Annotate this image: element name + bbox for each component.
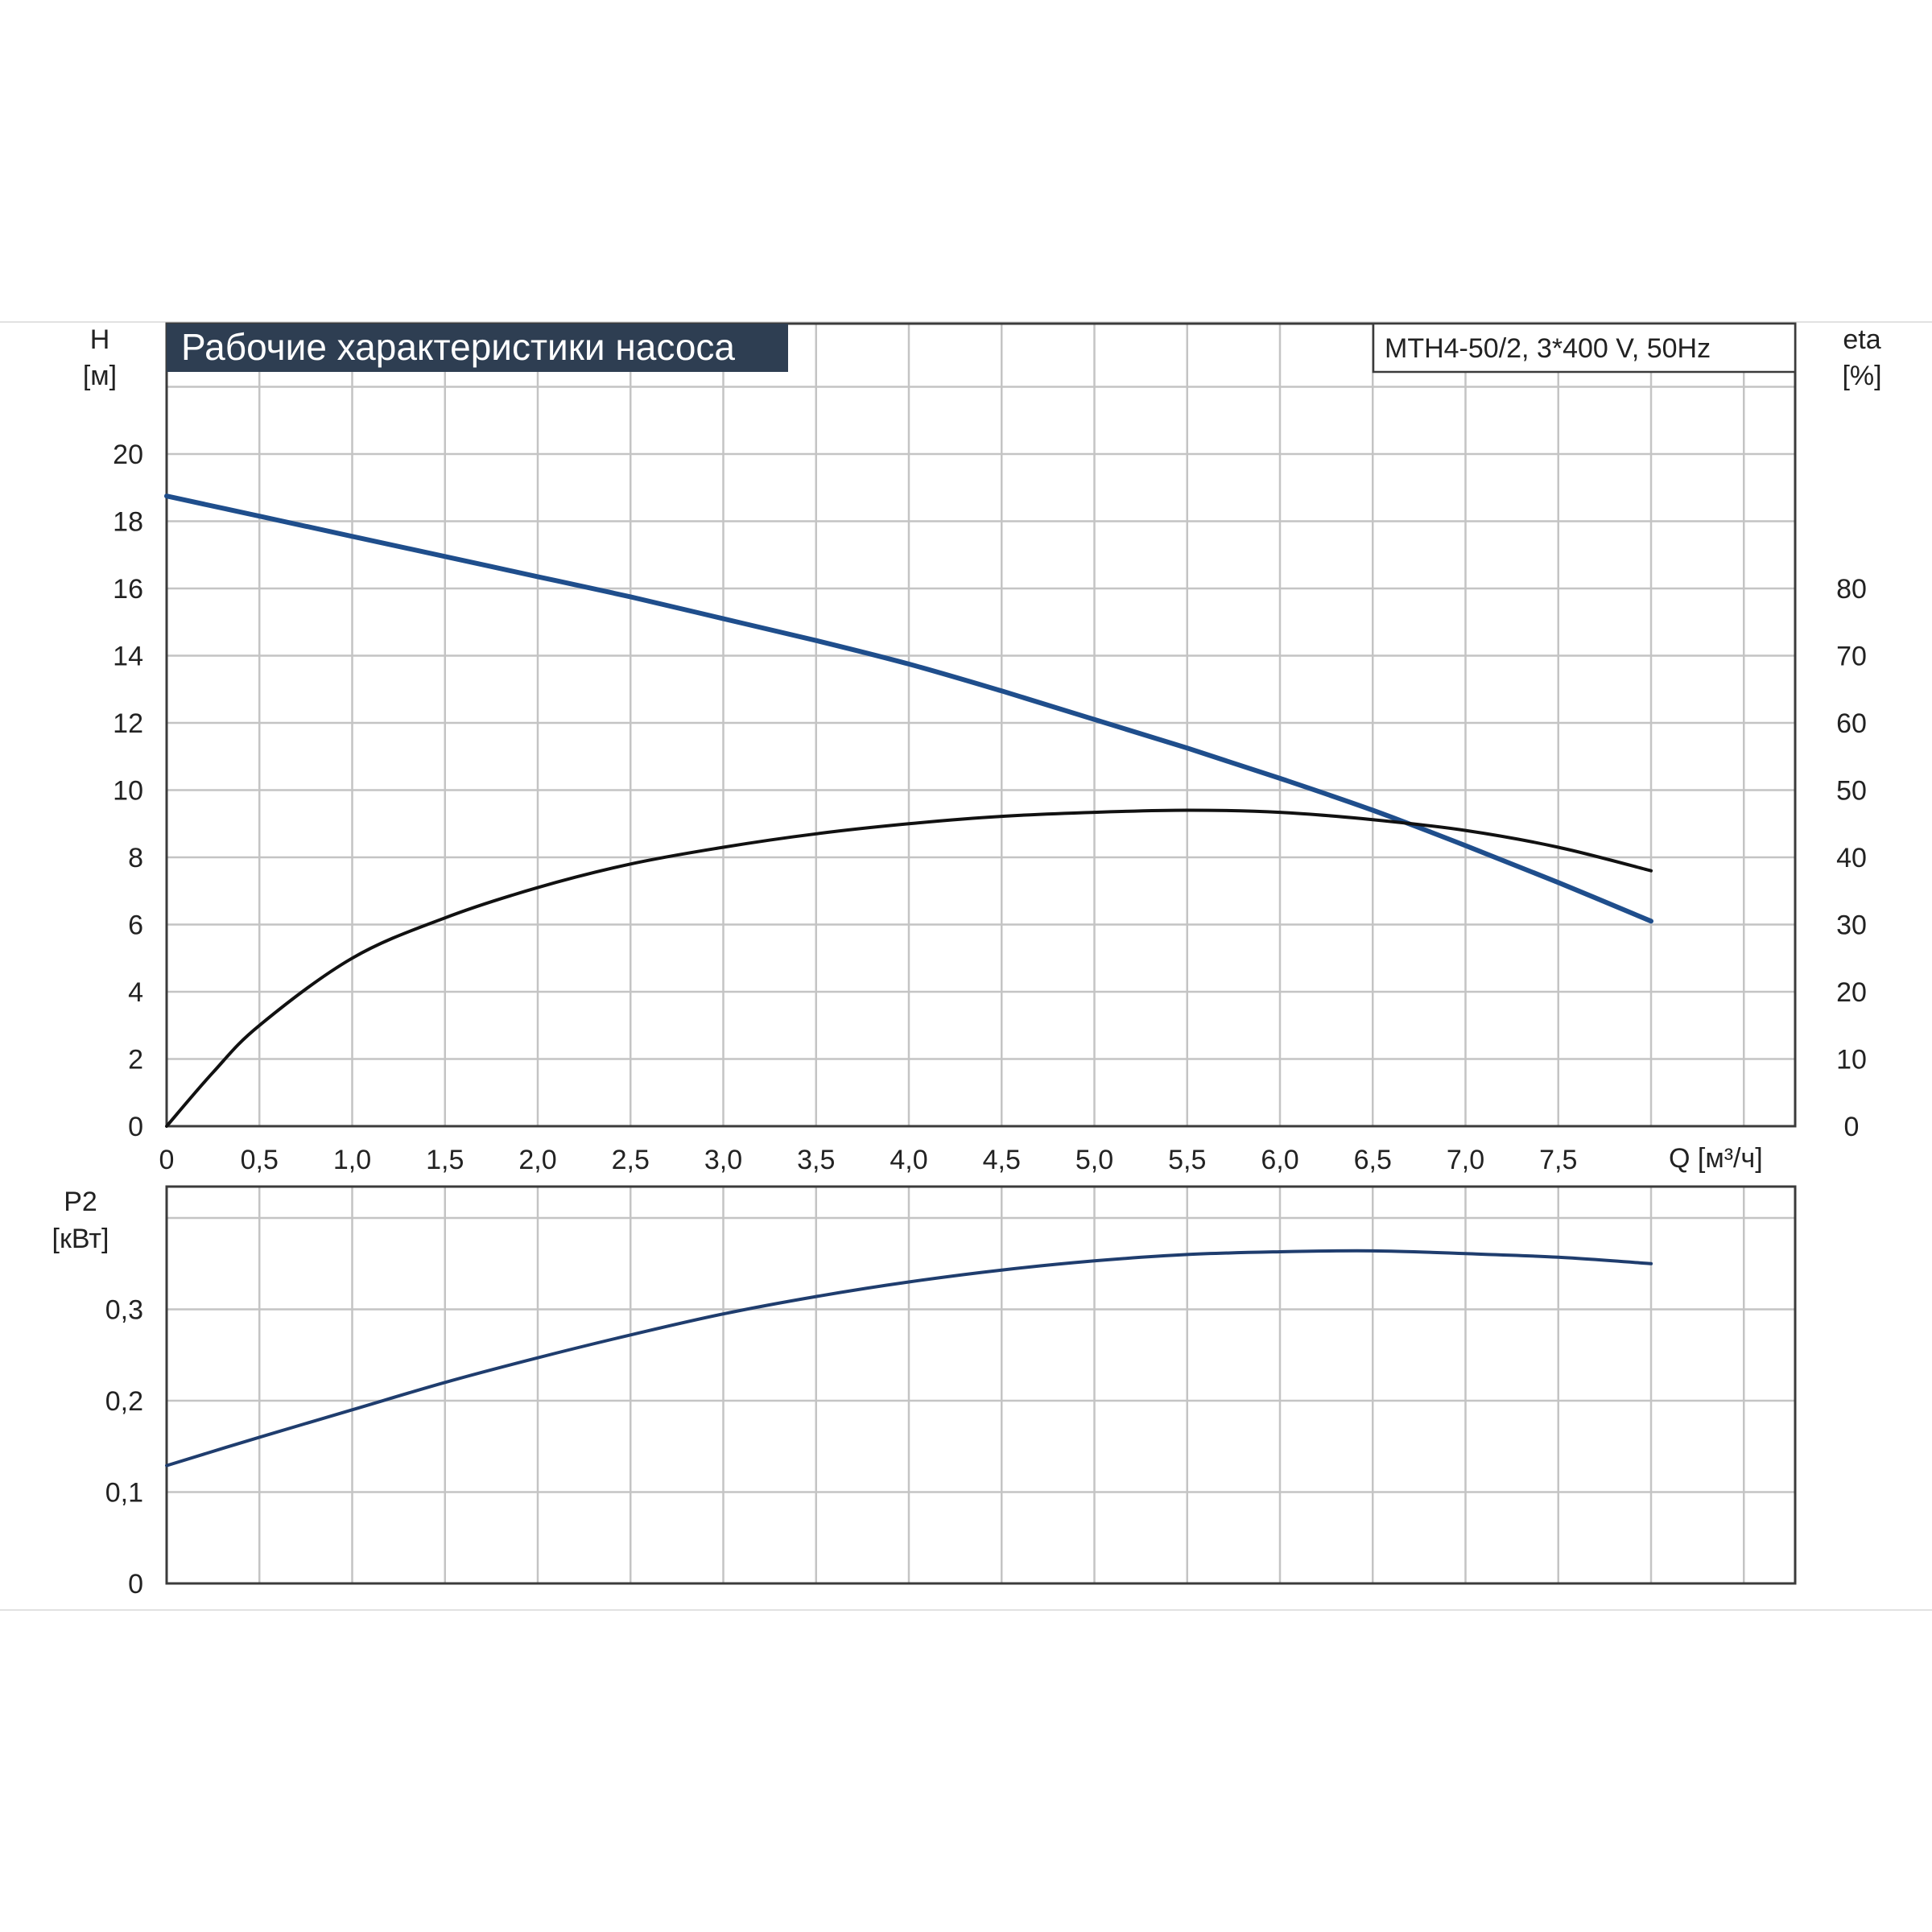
flow-axis-label: Q [м³/ч]: [1669, 1143, 1763, 1174]
eta-tick-label: 0: [1844, 1112, 1860, 1142]
power-curve: [165, 1249, 1653, 1468]
chart-title: Рабочие характеристики насоса: [181, 326, 735, 368]
power-grid: [167, 1187, 1795, 1583]
head-tick-label: 18: [113, 507, 143, 538]
eta-tick-label: 80: [1836, 574, 1867, 605]
efficiency-curve: [165, 808, 1653, 1128]
power-tick-label: 0,1: [105, 1478, 143, 1509]
eta-axis-unit: [%]: [1842, 361, 1881, 391]
head-tick-label: 8: [128, 843, 143, 873]
x-tick-label: 6,0: [1261, 1145, 1298, 1175]
x-tick-label: 3,5: [797, 1145, 835, 1175]
head-tick-label: 14: [113, 642, 143, 672]
x-tick-label: 4,0: [890, 1145, 927, 1175]
eta-tick-label: 30: [1836, 910, 1867, 941]
main-plot-frame: [165, 322, 1797, 1128]
model-box: [1372, 322, 1797, 374]
power-tick-label: 0,3: [105, 1295, 143, 1326]
power-plot-frame: [165, 1185, 1797, 1585]
eta-tick-label: 10: [1836, 1045, 1867, 1075]
power-tick-label: 0: [128, 1569, 143, 1600]
power-axis-unit: [кВт]: [52, 1224, 109, 1254]
eta-tick-label: 60: [1836, 708, 1867, 739]
tick-labels: 0 0,5 1,0 1,5 2,0 2,5 3,0 3,5 4,0 4,5 5,0 5,5 6,0 6,5…: [105, 440, 1867, 1600]
x-tick-label: 7,5: [1539, 1145, 1577, 1175]
model-label: MTH4-50/2, 3*400 V, 50Hz: [1385, 333, 1711, 364]
x-tick-label: 2,5: [612, 1145, 650, 1175]
eta-tick-label: 20: [1836, 977, 1867, 1008]
head-tick-label: 20: [113, 440, 143, 470]
x-tick-label: 1,0: [333, 1145, 371, 1175]
head-curve: [164, 493, 1653, 924]
eta-tick-label: 50: [1836, 776, 1867, 807]
head-tick-label: 16: [113, 574, 143, 605]
head-tick-label: 6: [128, 910, 143, 941]
x-tick-label: 5,5: [1168, 1145, 1206, 1175]
head-tick-label: 10: [113, 776, 143, 807]
title-banner: [167, 324, 788, 372]
x-tick-label: 0: [159, 1145, 175, 1175]
x-tick-label: 6,5: [1354, 1145, 1392, 1175]
x-tick-label: 7,0: [1447, 1145, 1484, 1175]
eta-axis-name: eta: [1843, 324, 1880, 355]
main-grid: [167, 324, 1795, 1126]
head-tick-label: 12: [113, 708, 143, 739]
curves: [164, 493, 1653, 1468]
x-tick-label: 3,0: [704, 1145, 742, 1175]
head-tick-label: 0: [128, 1112, 143, 1142]
x-tick-label: 4,5: [983, 1145, 1021, 1175]
head-axis-unit: [м]: [83, 361, 117, 391]
head-tick-label: 4: [128, 977, 143, 1008]
x-tick-label: 2,0: [518, 1145, 556, 1175]
eta-tick-label: 70: [1836, 642, 1867, 672]
head-axis-name: H: [90, 324, 110, 355]
eta-tick-label: 40: [1836, 843, 1867, 873]
x-tick-label: 0,5: [241, 1145, 279, 1175]
power-tick-label: 0,2: [105, 1386, 143, 1417]
x-tick-label: 1,5: [426, 1145, 464, 1175]
head-tick-label: 2: [128, 1045, 143, 1075]
x-tick-label: 5,0: [1075, 1145, 1113, 1175]
power-axis-name: P2: [64, 1187, 97, 1217]
